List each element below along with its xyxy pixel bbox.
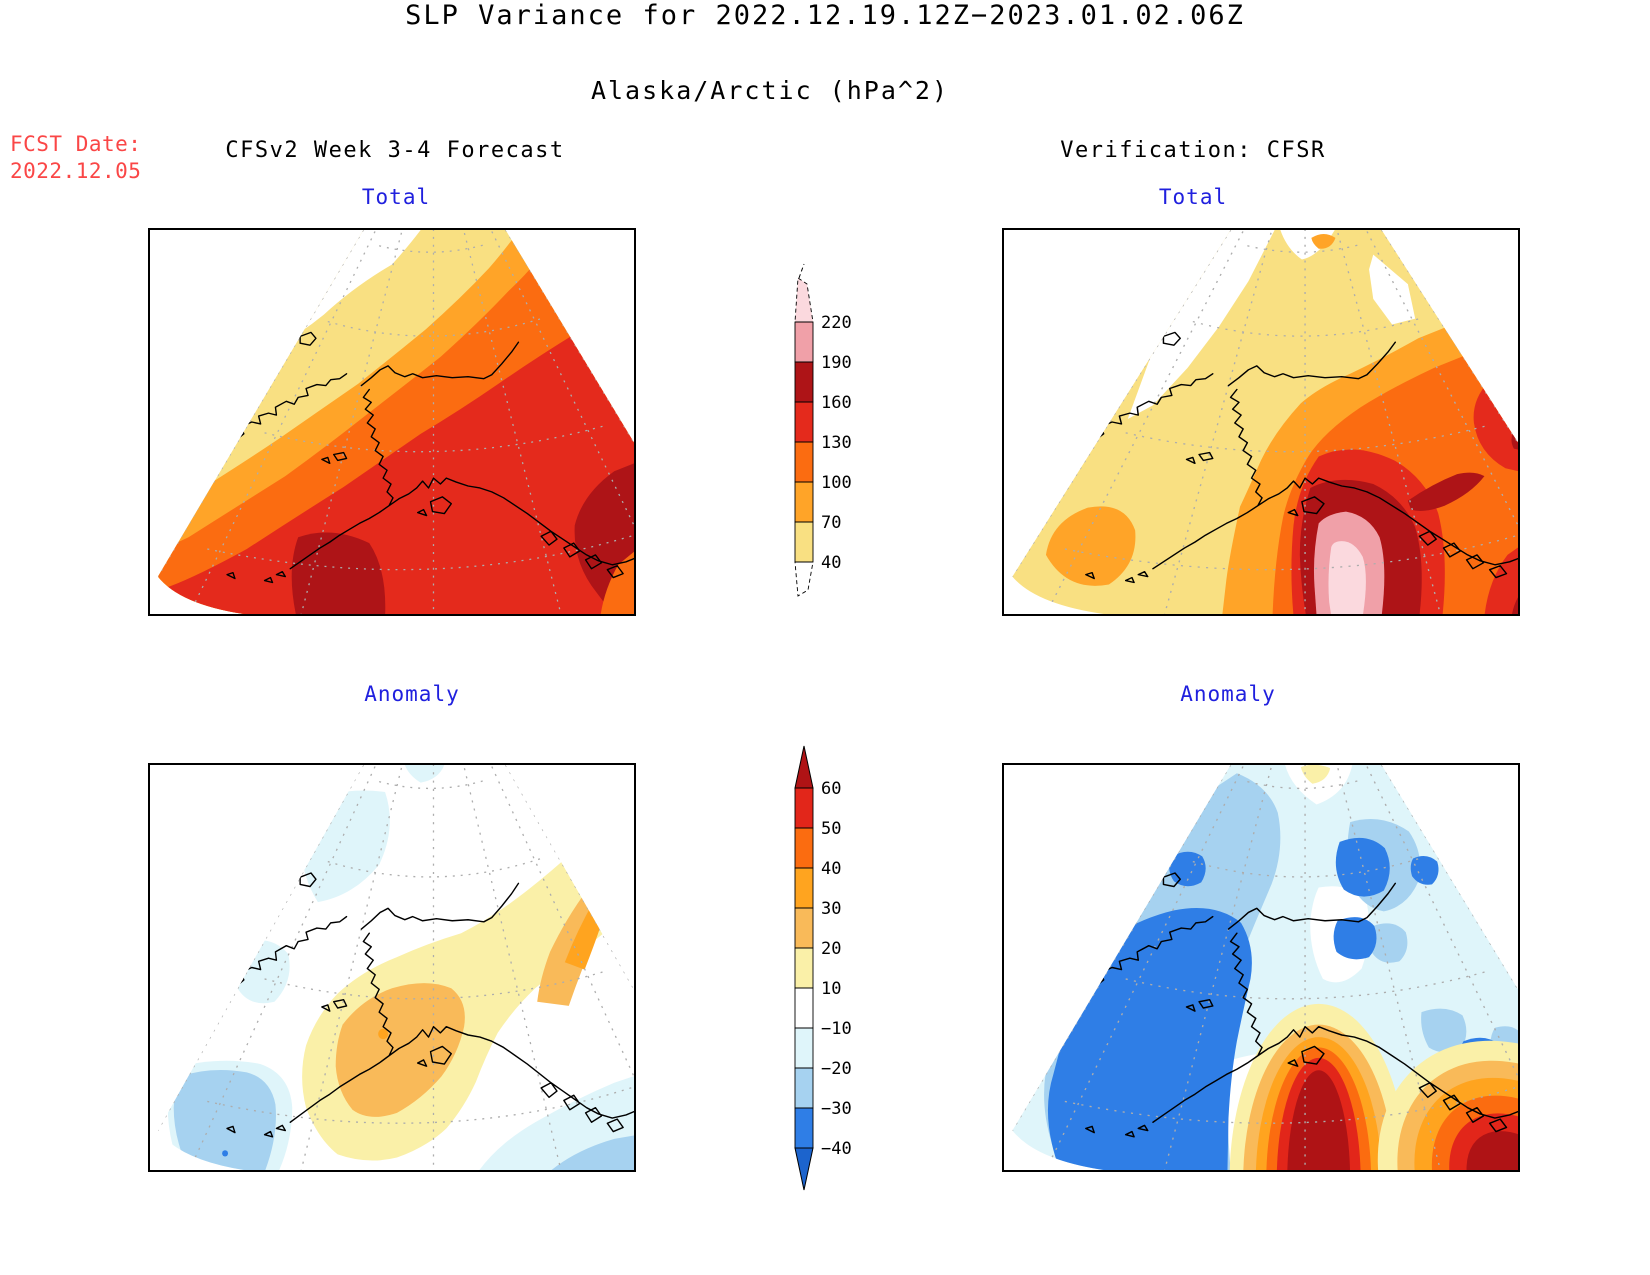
contour-fill — [549, 1130, 634, 1170]
svg-text:40: 40 — [821, 553, 841, 573]
svg-text:160: 160 — [821, 393, 852, 413]
svg-text:70: 70 — [821, 513, 841, 533]
svg-text:−30: −30 — [821, 1099, 852, 1119]
svg-text:220: 220 — [821, 313, 852, 333]
svg-text:−10: −10 — [821, 1019, 852, 1039]
contour-fill — [173, 1070, 276, 1170]
contour-fill — [404, 765, 445, 783]
contour-fill — [1410, 855, 1439, 885]
svg-text:20: 20 — [821, 939, 841, 959]
svg-text:40: 40 — [821, 859, 841, 879]
contour-fill — [1484, 525, 1518, 614]
colorbar-total: 220 190 160 130 100 70 40 — [791, 262, 881, 630]
verification-column-header: Verification: CFSR — [1060, 138, 1326, 163]
contour-fill — [335, 983, 465, 1117]
map-forecast-total — [148, 228, 636, 616]
contour-fill — [1278, 230, 1338, 260]
anomaly-bullseye-corner — [1377, 1040, 1518, 1170]
contour-fill — [1407, 472, 1485, 511]
svg-text:−40: −40 — [821, 1139, 852, 1159]
fcst-date: FCST Date: 2022.12.05 — [10, 131, 141, 185]
map-verification-total — [1002, 228, 1520, 616]
contour-fill — [1370, 923, 1408, 963]
svg-text:50: 50 — [821, 819, 841, 839]
contour-fill — [291, 532, 386, 614]
contour-fill — [1311, 233, 1336, 249]
contour-fill — [378, 1028, 389, 1040]
panel-label-verification-total: Total — [1158, 185, 1228, 209]
contour-fill — [1333, 917, 1377, 960]
svg-text:190: 190 — [821, 353, 852, 373]
contour-fill — [1285, 765, 1353, 805]
svg-text:−20: −20 — [821, 1059, 852, 1079]
anomaly-bullseye-main — [1229, 1003, 1408, 1170]
contour-fill — [1369, 254, 1416, 325]
forecast-column-header: CFSv2 Week 3-4 Forecast — [225, 138, 565, 163]
svg-text:10: 10 — [821, 979, 841, 999]
map-verification-anomaly — [1002, 763, 1520, 1172]
page-subtitle: Alaska/Arctic (hPa^2) — [590, 76, 950, 105]
contour-fill — [1127, 230, 1275, 420]
contour-fill — [600, 527, 634, 614]
colorbar-anomaly: 60 50 40 30 20 10 −10 −20 −30 −40 — [791, 728, 881, 1216]
contour-fill — [1335, 837, 1390, 897]
contour-fill — [1047, 908, 1252, 1170]
contour-fill — [1169, 851, 1206, 887]
contour-fill — [1421, 1008, 1467, 1053]
svg-text:100: 100 — [821, 473, 852, 493]
contour-fill — [574, 451, 634, 614]
svg-text:60: 60 — [821, 779, 841, 799]
panel-label-verification-anomaly: Anomaly — [1180, 682, 1276, 706]
contour-fill — [222, 1150, 229, 1157]
contour-fill — [157, 313, 634, 614]
fcst-date-label: FCST Date: — [10, 132, 142, 156]
map-forecast-anomaly — [148, 763, 636, 1172]
fcst-date-value: 2022.12.05 — [10, 159, 142, 183]
contour-fill — [1328, 541, 1366, 614]
contour-fill — [1045, 506, 1136, 586]
svg-text:130: 130 — [821, 433, 852, 453]
svg-text:30: 30 — [821, 899, 841, 919]
page-title: SLP Variance for 2022.12.19.12Z−2023.01.… — [405, 0, 1245, 31]
panel-label-forecast-total: Total — [361, 185, 431, 209]
panel-label-forecast-anomaly: Anomaly — [364, 682, 460, 706]
contour-fill — [1300, 765, 1331, 784]
